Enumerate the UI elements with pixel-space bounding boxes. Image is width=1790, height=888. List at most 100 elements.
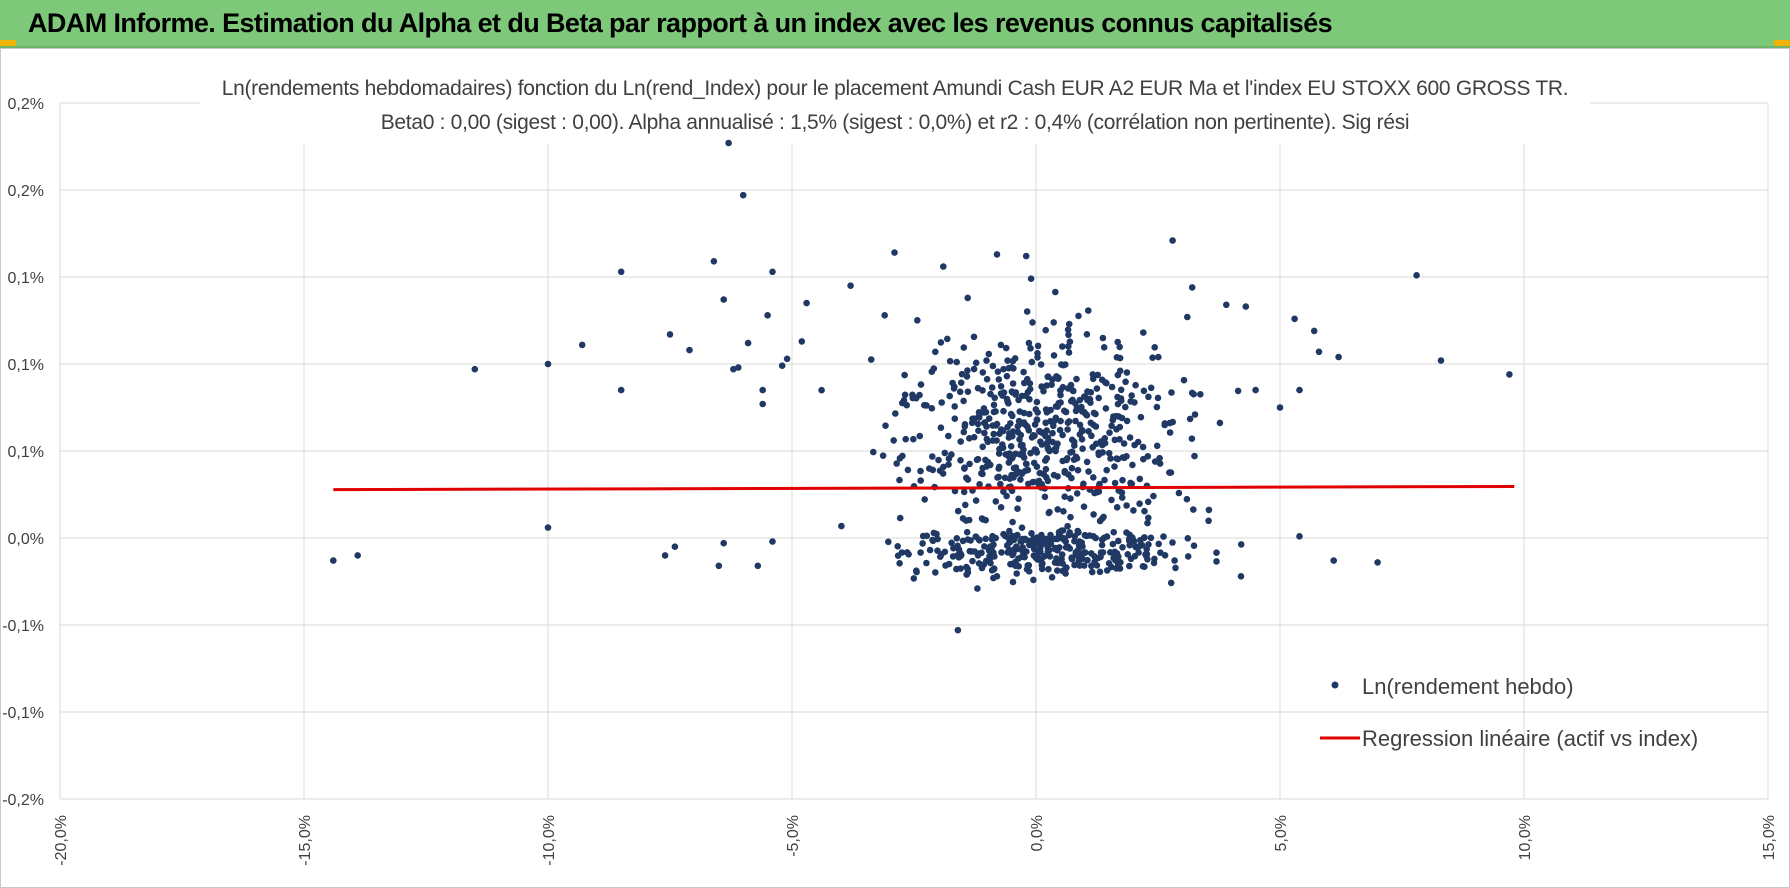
data-point: [1007, 410, 1015, 418]
data-point: [1106, 429, 1113, 437]
data-point: [1161, 552, 1169, 559]
data-point: [953, 358, 960, 366]
data-point: [942, 562, 949, 569]
data-point: [1094, 371, 1102, 379]
report-title: ADAM Informe. Estimation du Alpha et du …: [28, 8, 1333, 38]
data-point: [1021, 535, 1029, 543]
data-point: [720, 539, 727, 547]
data-point: [1009, 578, 1017, 586]
data-point: [985, 350, 993, 358]
data-point: [1064, 522, 1071, 530]
data-point: [964, 294, 971, 302]
data-point: [960, 488, 968, 496]
data-point: [1103, 567, 1111, 574]
data-point: [1038, 565, 1046, 573]
data-point: [901, 371, 908, 379]
data-point: [980, 409, 988, 416]
data-point: [1156, 460, 1164, 467]
data-point: [1029, 319, 1036, 326]
data-point: [928, 368, 936, 376]
chart-title: Ln(rendements hebdomadaires) fonction du…: [221, 77, 1569, 100]
data-point: [1191, 452, 1198, 460]
data-point: [929, 453, 936, 460]
data-point: [330, 557, 337, 564]
data-point: [946, 392, 953, 400]
data-point: [1081, 531, 1089, 539]
data-point: [1023, 308, 1031, 315]
data-point: [1090, 409, 1098, 417]
data-point: [951, 403, 958, 410]
data-point: [968, 419, 976, 427]
data-point: [1080, 503, 1088, 511]
data-point: [1088, 550, 1095, 557]
data-point: [764, 312, 771, 319]
data-point: [1184, 535, 1192, 542]
data-point: [979, 464, 986, 472]
data-point: [1113, 565, 1120, 572]
data-point: [972, 359, 980, 367]
data-point: [754, 562, 762, 570]
data-point: [1015, 396, 1022, 404]
data-point: [917, 549, 924, 556]
data-point: [759, 386, 766, 394]
data-point: [725, 139, 732, 147]
data-point: [1014, 545, 1021, 553]
data-point: [1141, 563, 1148, 570]
data-point: [1076, 396, 1084, 404]
data-point: [1038, 541, 1045, 549]
x-tick-label: -20,0%: [53, 815, 70, 866]
data-point: [1048, 381, 1055, 389]
data-point: [1213, 558, 1220, 565]
data-point: [1116, 343, 1123, 351]
data-point: [948, 539, 955, 547]
data-point: [1000, 530, 1007, 538]
data-point: [1068, 464, 1076, 472]
data-point: [993, 251, 1001, 258]
data-point: [1026, 539, 1033, 546]
data-point: [992, 408, 999, 415]
data-point: [1075, 554, 1083, 561]
data-point: [960, 344, 968, 351]
data-point: [1144, 498, 1152, 506]
data-point: [1056, 426, 1064, 434]
data-point: [1147, 384, 1155, 392]
data-point: [954, 507, 962, 515]
data-point: [1069, 387, 1077, 394]
data-point: [1034, 549, 1042, 557]
data-point: [1205, 517, 1212, 525]
data-point: [1064, 326, 1072, 334]
data-point: [1087, 389, 1095, 396]
data-point: [937, 339, 945, 346]
data-point: [1183, 495, 1191, 503]
data-point: [1042, 326, 1049, 334]
data-point: [1101, 439, 1109, 447]
data-point: [1054, 506, 1061, 513]
data-point: [544, 524, 552, 531]
data-point: [1085, 307, 1092, 314]
data-point: [1123, 453, 1130, 460]
data-point: [730, 365, 737, 373]
data-point: [940, 263, 947, 270]
data-point: [1051, 446, 1058, 453]
data-point: [893, 460, 900, 467]
data-point: [1052, 288, 1059, 296]
data-point: [1004, 357, 1011, 364]
regression-line: [333, 484, 1515, 492]
data-point: [1014, 423, 1022, 430]
data-point: [1068, 448, 1076, 456]
data-point: [1172, 564, 1179, 572]
data-point: [1007, 420, 1014, 427]
data-point: [1044, 543, 1051, 550]
data-point: [1291, 315, 1298, 323]
data-point: [904, 466, 912, 474]
data-point: [957, 438, 964, 445]
data-point: [1059, 343, 1066, 350]
data-point: [1045, 565, 1052, 573]
data-point: [972, 497, 980, 504]
data-point: [847, 282, 854, 290]
data-point: [1083, 411, 1090, 419]
data-point: [1166, 469, 1173, 476]
data-point: [929, 536, 936, 544]
data-point: [1039, 560, 1046, 567]
data-point: [990, 549, 997, 556]
